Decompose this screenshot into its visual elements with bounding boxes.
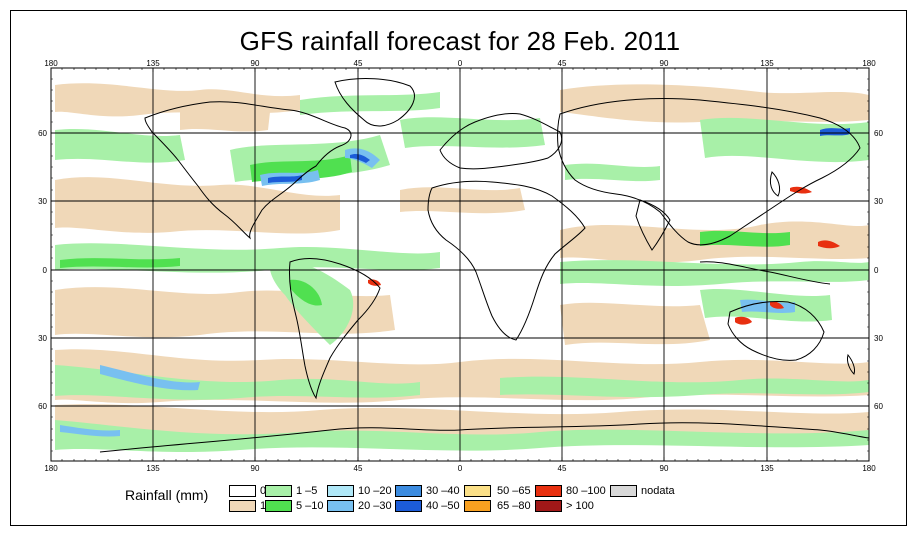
- indonesia-outline: [699, 261, 831, 285]
- lon-label: 45: [558, 59, 567, 68]
- bottom-lon-labels: 180 135 90 45 0 45 90 135 180: [44, 464, 876, 473]
- legend-label-3: 5 –10: [296, 500, 324, 512]
- lon-label: 90: [251, 59, 260, 68]
- legend-label-0: 0: [260, 485, 267, 497]
- top-lon-labels: 180 135 90 45 0 45 90 135 180: [44, 59, 876, 68]
- lon-label: 180: [44, 464, 58, 473]
- australia-outline: [727, 301, 825, 361]
- japan-outline: [769, 171, 781, 197]
- india-outline: [635, 199, 671, 251]
- lon-label: 180: [862, 59, 876, 68]
- legend-label-1: 1: [260, 500, 267, 512]
- legend-label-2: 1 –5: [296, 485, 318, 497]
- lon-label: 0: [458, 464, 463, 473]
- lat-label: 60: [874, 402, 883, 411]
- lon-label: 0: [458, 59, 463, 68]
- new-zealand-outline: [847, 353, 855, 375]
- legend-swatch-4: [327, 485, 354, 497]
- legend-swatch-0: [229, 485, 256, 497]
- lon-label: 135: [760, 59, 774, 68]
- europe-outline: [439, 113, 563, 170]
- lon-label: 135: [760, 464, 774, 473]
- map-title: GFS rainfall forecast for 28 Feb. 2011: [239, 26, 681, 56]
- lon-label: 45: [558, 464, 567, 473]
- lat-label: 0: [874, 266, 879, 275]
- heavy-rain-areas: [60, 155, 790, 306]
- coastlines: [99, 78, 869, 453]
- lat-label: 30: [38, 197, 47, 206]
- legend-swatch-9: [464, 500, 491, 512]
- legend-swatch-7: [395, 500, 422, 512]
- lon-label: 90: [251, 464, 260, 473]
- lon-label: 180: [44, 59, 58, 68]
- legend-label-12: nodata: [641, 485, 675, 497]
- north-america-outline: [144, 101, 352, 240]
- lon-label: 90: [660, 59, 669, 68]
- legend-swatch-1: [229, 500, 256, 512]
- lat-label: 60: [38, 129, 47, 138]
- legend-swatch-11: [535, 500, 562, 512]
- lat-label: 30: [874, 334, 883, 343]
- legend-label-11: > 100: [566, 500, 594, 512]
- intense-rain-areas: [268, 128, 850, 183]
- legend-label-5: 20 –30: [358, 500, 392, 512]
- legend-label-10: 80 –100: [566, 485, 606, 497]
- graticule: [51, 68, 869, 461]
- left-lat-labels: 60 30 0 30 60: [38, 129, 47, 411]
- lon-label: 135: [146, 464, 160, 473]
- legend-label-7: 40 –50: [426, 500, 460, 512]
- legend-swatch-10: [535, 485, 562, 497]
- legend-label-6: 30 –40: [426, 485, 460, 497]
- legend-swatch-2: [265, 485, 292, 497]
- lat-label: 0: [43, 266, 48, 275]
- lat-label: 60: [38, 402, 47, 411]
- legend-swatch-6: [395, 485, 422, 497]
- lat-label: 30: [874, 197, 883, 206]
- asia-outline: [557, 98, 861, 246]
- legend-swatch-5: [327, 500, 354, 512]
- greenland-outline: [334, 78, 415, 127]
- legend-label-9: 65 –80: [497, 500, 531, 512]
- legend-label-4: 10 –20: [358, 485, 392, 497]
- legend-label-8: 50 –65: [497, 485, 531, 497]
- rainfall-layer: [55, 83, 869, 452]
- lat-label: 30: [38, 334, 47, 343]
- legend-swatch-12: [610, 485, 637, 497]
- lon-label: 45: [354, 464, 363, 473]
- lat-label: 60: [874, 129, 883, 138]
- legend-title: Rainfall (mm): [125, 487, 209, 503]
- figure-frame: [10, 10, 907, 526]
- minor-ticks: [50, 68, 870, 461]
- africa-outline: [427, 180, 586, 341]
- extreme-rain-areas: [368, 186, 840, 325]
- lon-label: 135: [146, 59, 160, 68]
- legend-swatch-8: [464, 485, 491, 497]
- lon-label: 45: [354, 59, 363, 68]
- right-lat-labels: 60 30 0 30 60: [874, 129, 883, 411]
- antarctica-outline: [99, 422, 869, 453]
- lon-label: 90: [660, 464, 669, 473]
- legend-swatch-3: [265, 500, 292, 512]
- lon-label: 180: [862, 464, 876, 473]
